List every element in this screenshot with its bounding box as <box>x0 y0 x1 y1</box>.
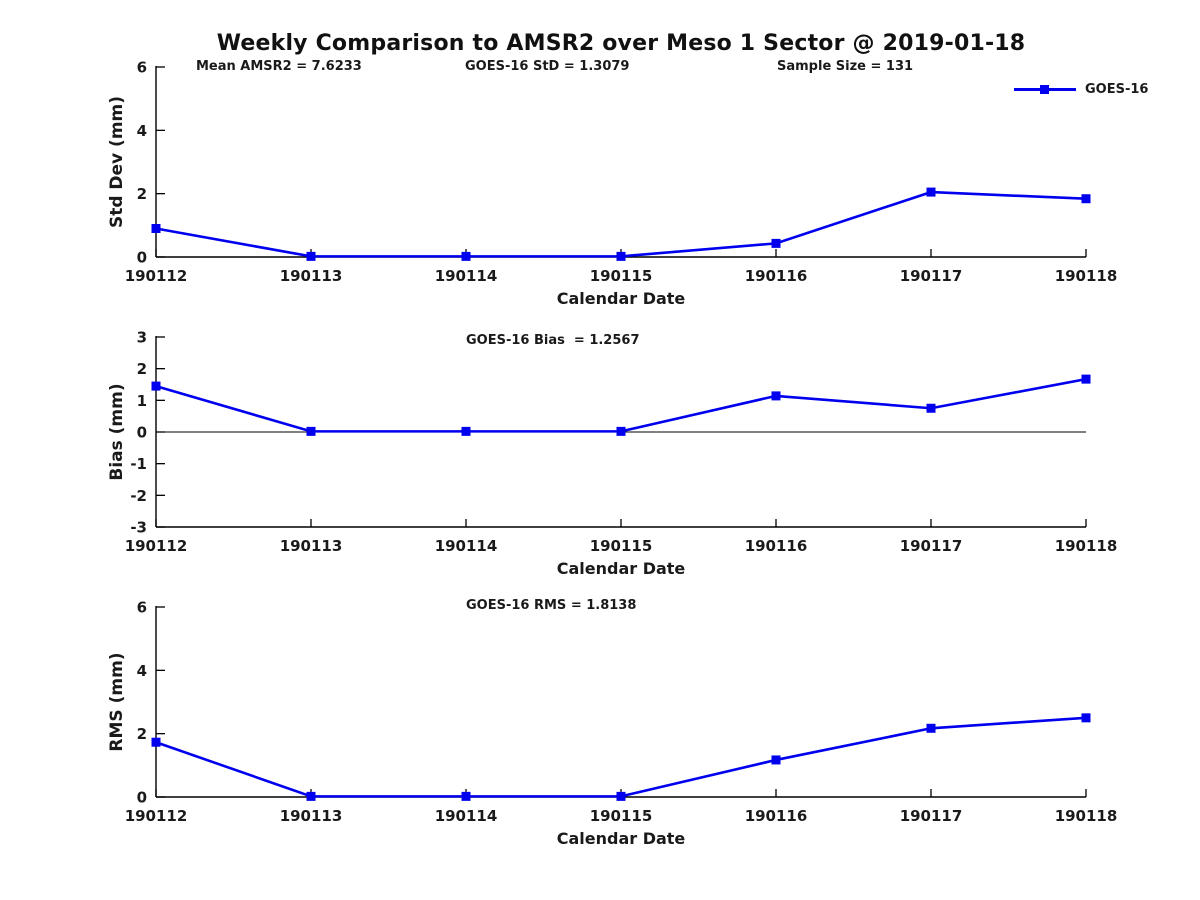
y-axis-label: Bias (mm) <box>107 383 127 480</box>
stat-goes16-std: GOES-16 StD = 1.3079 <box>465 59 630 74</box>
x-tick-label: 190114 <box>435 537 498 555</box>
figure-title: Weekly Comparison to AMSR2 over Meso 1 S… <box>216 31 1026 56</box>
x-tick-label: 190118 <box>1055 537 1118 555</box>
y-tick-label: 0 <box>137 249 147 267</box>
y-tick-label: 6 <box>137 599 147 617</box>
y-tick-label: 0 <box>137 424 147 442</box>
series-line <box>155 716 1087 798</box>
series-marker <box>306 426 316 436</box>
series-marker <box>151 737 161 747</box>
y-axis-label: RMS (mm) <box>107 652 127 751</box>
x-tick-label: 190112 <box>125 807 188 825</box>
legend-square-marker-icon <box>1040 84 1049 94</box>
y-tick-label: 2 <box>137 360 147 378</box>
x-tick-label: 190114 <box>435 267 498 285</box>
series-marker <box>461 426 471 436</box>
stat-sample-size: Sample Size = 131 <box>777 59 914 74</box>
x-axis-label: Calendar Date <box>557 829 686 848</box>
series-marker <box>1081 713 1091 723</box>
y-tick-label: 1 <box>137 392 147 410</box>
y-tick-label: 3 <box>137 329 147 347</box>
x-tick-label: 190117 <box>900 537 963 555</box>
legend-label: GOES-16 <box>1085 81 1149 97</box>
series-marker <box>306 251 316 261</box>
y-tick-label: 0 <box>137 789 147 807</box>
x-tick-label: 190117 <box>900 267 963 285</box>
x-tick-label: 190112 <box>125 267 188 285</box>
y-tick-label: 2 <box>137 185 147 203</box>
series-marker <box>461 251 471 261</box>
x-tick-label: 190113 <box>280 807 343 825</box>
x-tick-label: 190118 <box>1055 267 1118 285</box>
y-tick-label: -1 <box>130 455 147 473</box>
bias-annotation: GOES-16 Bias = 1.2567 <box>466 333 640 348</box>
y-tick-label: 2 <box>137 725 147 743</box>
x-tick-label: 190115 <box>590 267 653 285</box>
legend-line-icon <box>1014 84 1076 94</box>
x-tick-label: 190116 <box>745 807 808 825</box>
series-marker <box>771 391 781 401</box>
series-marker <box>926 723 936 733</box>
series-marker <box>151 381 161 391</box>
x-tick-label: 190114 <box>435 807 498 825</box>
series-marker <box>461 791 471 801</box>
bias-chart: -3 -2 -1 0 1 2 3 190112 190113 190114 190115 190116… <box>107 329 1118 579</box>
rms-annotation: GOES-16 RMS = 1.8138 <box>466 598 637 613</box>
x-tick-label: 190113 <box>280 537 343 555</box>
series-marker <box>926 187 936 197</box>
series-marker <box>1081 374 1091 384</box>
y-tick-label: 6 <box>137 59 147 77</box>
series-marker <box>616 251 626 261</box>
x-tick-label: 190113 <box>280 267 343 285</box>
series-marker <box>306 791 316 801</box>
x-tick-label: 190112 <box>125 537 188 555</box>
x-tick-label: 190115 <box>590 537 653 555</box>
series-marker <box>771 238 781 248</box>
y-axis-label: Std Dev (mm) <box>107 96 127 228</box>
x-axis-label: Calendar Date <box>557 289 686 308</box>
series-marker <box>616 426 626 436</box>
x-tick-label: 190118 <box>1055 807 1118 825</box>
series-marker <box>926 403 936 413</box>
x-tick-label: 190116 <box>745 267 808 285</box>
x-axis-label: Calendar Date <box>557 559 686 578</box>
series-marker <box>151 224 161 233</box>
stat-mean-amsr2: Mean AMSR2 = 7.6233 <box>196 59 362 74</box>
y-tick-label: 4 <box>137 122 147 140</box>
stddev-chart: 0 2 4 6 190112 190113 190114 190115 190116 190117… <box>107 59 1118 309</box>
x-tick-label: 190117 <box>900 807 963 825</box>
y-tick-label: -2 <box>130 487 147 505</box>
y-tick-label: 4 <box>137 662 147 680</box>
series-line <box>155 190 1087 258</box>
series-marker <box>616 791 626 801</box>
series-line <box>155 377 1087 433</box>
series-marker <box>771 755 781 765</box>
series-marker <box>1081 194 1091 204</box>
x-tick-label: 190115 <box>590 807 653 825</box>
legend: GOES-16 <box>1014 81 1149 97</box>
y-tick-label: -3 <box>130 519 147 537</box>
x-tick-label: 190116 <box>745 537 808 555</box>
rms-chart: 0 2 4 6 190112 190113 190114 190115 190116 190117… <box>107 599 1118 849</box>
